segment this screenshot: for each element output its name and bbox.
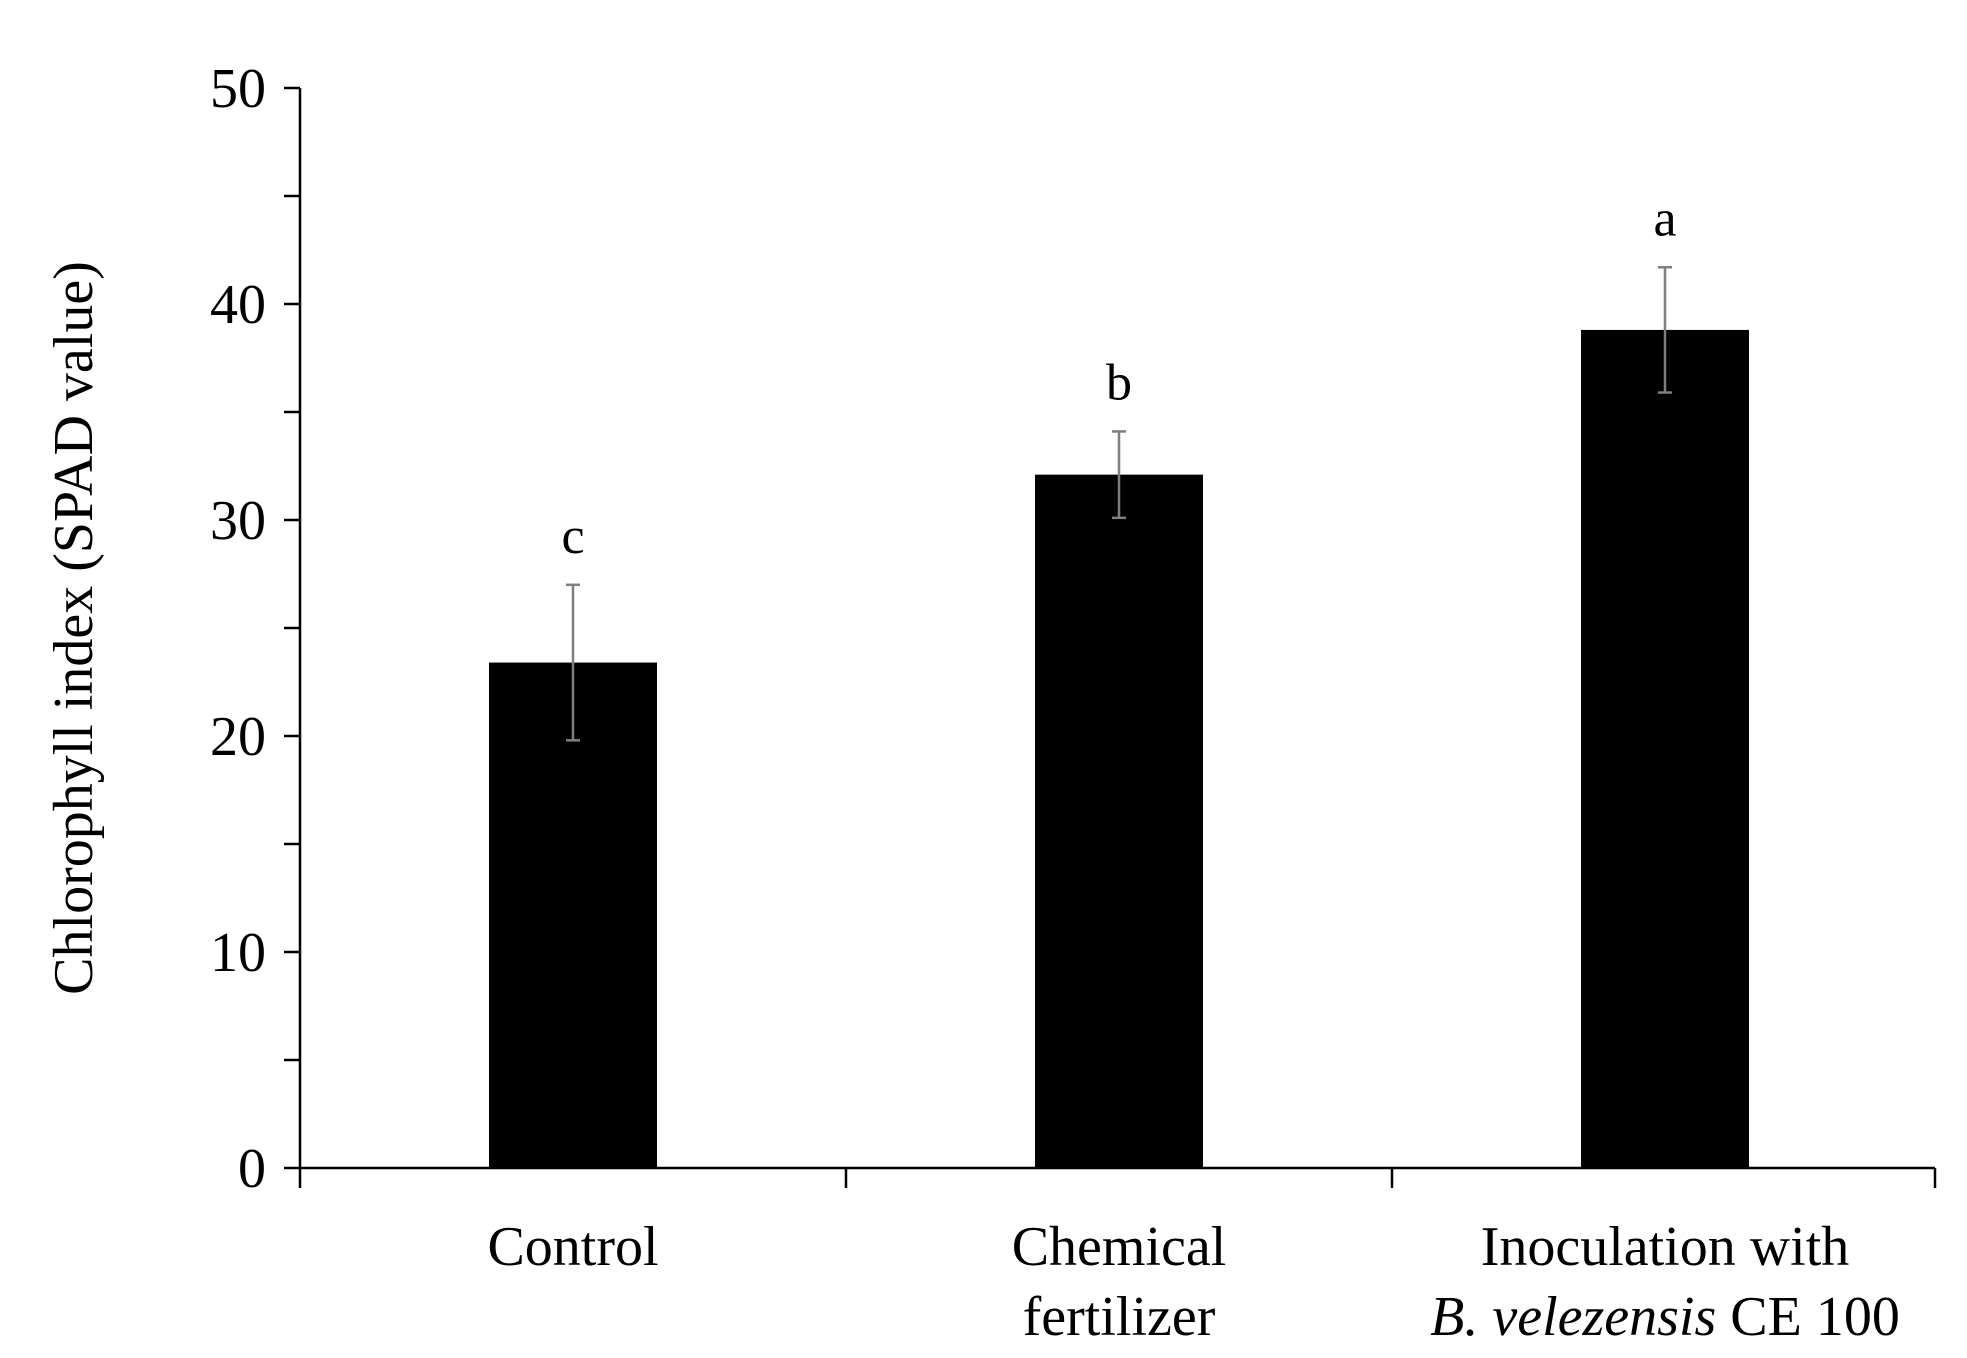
bar (1035, 474, 1203, 1168)
y-tick-label: 40 (210, 274, 266, 336)
bar (489, 662, 657, 1168)
chart-marks: 0 10 20 30 40 50 c b a Control Chemical fertilizer I… (43, 58, 1937, 1348)
y-tick-label: 0 (238, 1138, 266, 1200)
x-category-label-part: Control (487, 1216, 658, 1278)
bar (1581, 329, 1749, 1168)
x-category-label-part: B. velezensis (1430, 1286, 1716, 1348)
x-category-label-part: Chemical (1012, 1216, 1227, 1278)
y-tick-label: 10 (210, 922, 266, 984)
x-category-label: B. velezensis CE 100 (1430, 1286, 1900, 1348)
x-category-label: Control (487, 1216, 658, 1278)
y-tick-label: 50 (210, 58, 266, 120)
x-category-label: fertilizer (1023, 1286, 1216, 1348)
x-category-label: Inoculation with (1481, 1216, 1850, 1278)
significance-letter: a (1653, 190, 1676, 247)
x-category-label-part: Inoculation with (1481, 1216, 1850, 1278)
x-category-label-part: CE 100 (1716, 1286, 1900, 1348)
y-tick-label: 20 (210, 706, 266, 768)
significance-letter: c (561, 508, 584, 565)
significance-letter: b (1106, 354, 1132, 411)
y-axis-label: Chlorophyll index (SPAD value) (43, 261, 105, 995)
y-tick-label: 30 (210, 490, 266, 552)
x-category-label-part: fertilizer (1023, 1286, 1216, 1348)
x-category-label: Chemical (1012, 1216, 1227, 1278)
